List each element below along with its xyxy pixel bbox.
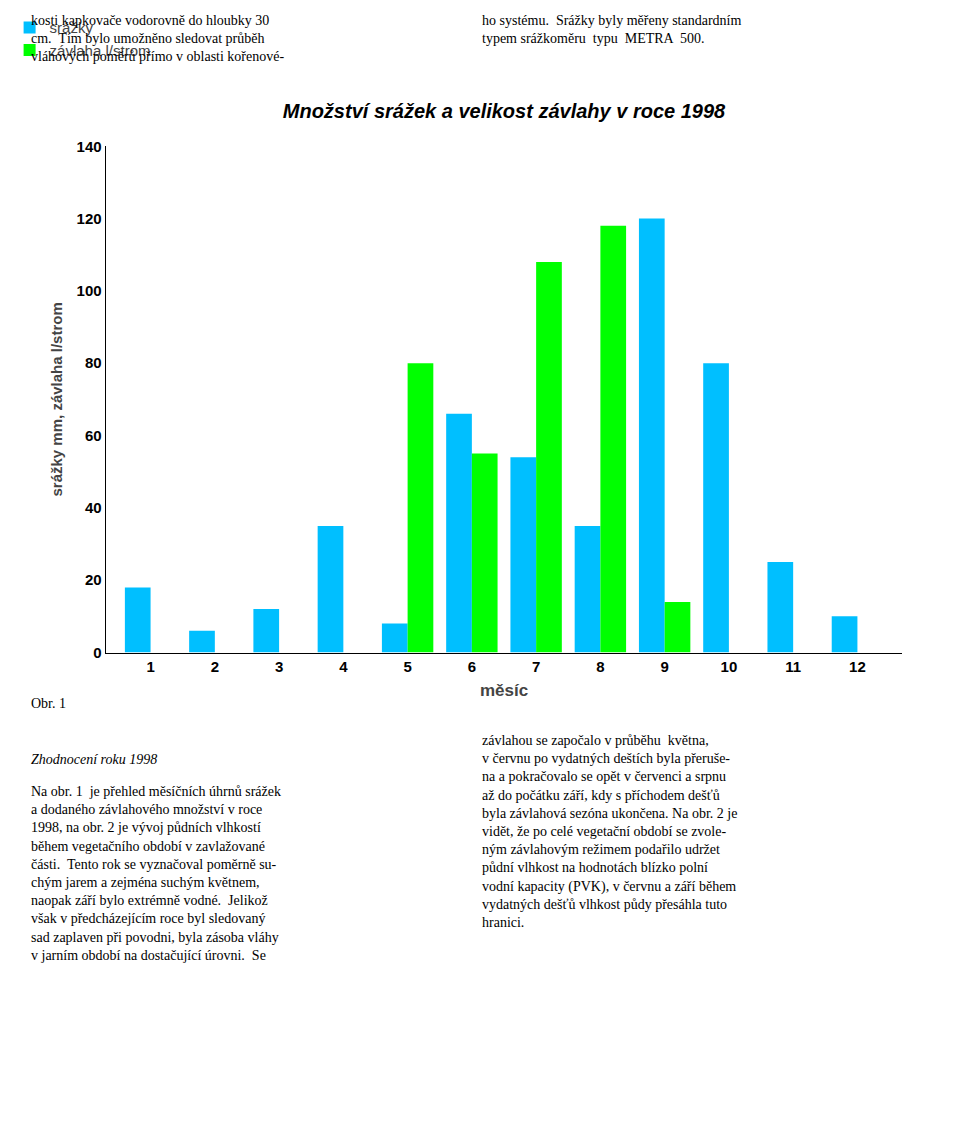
svg-text:10: 10	[721, 658, 738, 675]
svg-text:Zhodnocení roku 1998: Zhodnocení roku 1998	[31, 752, 157, 767]
svg-text:140: 140	[77, 138, 102, 155]
svg-text:měsíc: měsíc	[480, 681, 528, 700]
svg-text:Na obr. 1 je přehled měsíčníc: Na obr. 1 je přehled měsíčních úhrnů srá…	[31, 784, 281, 963]
svg-text:80: 80	[85, 354, 102, 371]
svg-text:11: 11	[785, 658, 801, 675]
svg-text:20: 20	[85, 571, 102, 588]
svg-text:Množství srážek a velikost záv: Množství srážek a velikost závlahy v roc…	[283, 100, 726, 122]
svg-text:7: 7	[532, 658, 540, 675]
svg-text:60: 60	[85, 427, 102, 444]
svg-text:srážky: srážky	[50, 19, 94, 36]
svg-text:40: 40	[85, 499, 102, 516]
svg-text:1: 1	[146, 658, 154, 675]
svg-text:3: 3	[275, 658, 283, 675]
svg-text:Obr. 1: Obr. 1	[31, 696, 66, 711]
svg-text:12: 12	[849, 658, 866, 675]
svg-text:4: 4	[339, 658, 348, 675]
svg-text:8: 8	[596, 658, 604, 675]
svg-text:závlahou se započalo v průběhu: závlahou se započalo v průběhu května,v …	[482, 733, 737, 930]
svg-text:100: 100	[77, 282, 102, 299]
svg-text:9: 9	[660, 658, 668, 675]
svg-text:0: 0	[93, 644, 101, 661]
svg-text:srážky mm, závlaha l/strom: srážky mm, závlaha l/strom	[48, 302, 65, 496]
svg-text:5: 5	[403, 658, 411, 675]
svg-text:ho systému. Srážky byly měřen: ho systému. Srážky byly měřeny standardn…	[482, 13, 741, 46]
svg-text:závlaha l/strom: závlaha l/strom	[50, 42, 151, 59]
svg-text:120: 120	[77, 210, 102, 227]
svg-text:kosti kapkovače vodorovně do h: kosti kapkovače vodorovně do hloubky 30c…	[31, 13, 284, 64]
svg-text:6: 6	[468, 658, 476, 675]
svg-text:2: 2	[211, 658, 219, 675]
